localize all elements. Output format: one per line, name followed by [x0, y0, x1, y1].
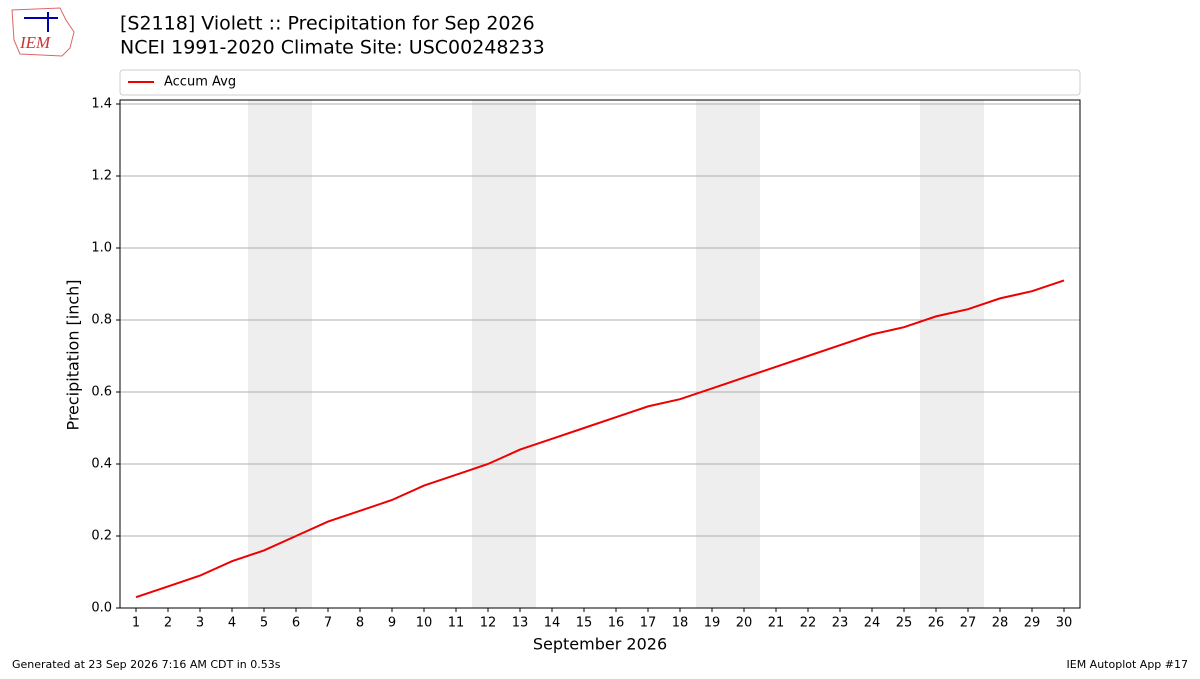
x-tick-label: 2 — [164, 616, 172, 631]
x-axis-label: September 2026 — [533, 635, 667, 654]
x-tick-label: 20 — [736, 616, 753, 631]
x-tick-label: 24 — [864, 616, 881, 631]
x-tick-label: 21 — [768, 616, 785, 631]
x-tick-label: 5 — [260, 616, 268, 631]
x-tick-label: 13 — [512, 616, 529, 631]
y-tick-label: 0.2 — [91, 529, 112, 544]
x-tick-label: 10 — [416, 616, 433, 631]
y-tick-label: 1.4 — [91, 97, 112, 112]
x-tick-label: 16 — [608, 616, 625, 631]
weekend-shade — [696, 100, 728, 608]
x-tick-label: 11 — [448, 616, 465, 631]
y-tick-label: 0.6 — [91, 385, 112, 400]
y-axis-label: Precipitation [inch] — [64, 279, 83, 430]
x-tick-label: 15 — [576, 616, 593, 631]
x-tick-label: 25 — [896, 616, 913, 631]
y-tick-label: 1.0 — [91, 241, 112, 256]
x-tick-label: 12 — [480, 616, 497, 631]
logo-outline — [11, 7, 75, 57]
weekend-shade — [280, 100, 312, 608]
x-tick-label: 26 — [928, 616, 945, 631]
chart-subtitle: NCEI 1991-2020 Climate Site: USC00248233 — [120, 37, 545, 59]
x-tick-label: 1 — [132, 616, 140, 631]
x-tick-label: 3 — [196, 616, 204, 631]
weekend-shade — [504, 100, 536, 608]
x-tick-label: 18 — [672, 616, 689, 631]
weekend-shade — [728, 100, 760, 608]
footer-left: Generated at 23 Sep 2026 7:16 AM CDT in … — [12, 658, 281, 671]
y-tick-label: 0.4 — [91, 457, 112, 472]
x-tick-label: 9 — [388, 616, 396, 631]
x-tick-label: 22 — [800, 616, 817, 631]
plot-frame — [119, 99, 1081, 609]
logo-text: IEM — [19, 33, 51, 52]
x-tick-label: 14 — [544, 616, 561, 631]
chart-title: [S2118] Violett :: Precipitation for Sep… — [120, 13, 535, 35]
x-tick-label: 29 — [1024, 616, 1041, 631]
logo: IEM — [11, 7, 75, 57]
x-tick-label: 6 — [292, 616, 300, 631]
y-tick-label: 0.8 — [91, 313, 112, 328]
y-tick-label: 1.2 — [91, 169, 112, 184]
weekend-shade — [952, 100, 984, 608]
weekend-shade — [472, 100, 504, 608]
weekend-shade — [248, 100, 280, 608]
legend-label: Accum Avg — [164, 75, 236, 90]
legend-box — [119, 69, 1081, 96]
x-tick-label: 30 — [1056, 616, 1073, 631]
x-tick-label: 27 — [960, 616, 977, 631]
x-tick-label: 4 — [228, 616, 236, 631]
x-tick-label: 23 — [832, 616, 849, 631]
x-tick-label: 28 — [992, 616, 1009, 631]
footer-right: IEM Autoplot App #17 — [1067, 658, 1189, 671]
series-line — [135, 279, 1065, 599]
x-tick-label: 19 — [704, 616, 721, 631]
x-tick-label: 8 — [356, 616, 364, 631]
x-tick-label: 7 — [324, 616, 332, 631]
x-tick-label: 17 — [640, 616, 657, 631]
y-tick-label: 0.0 — [91, 601, 112, 616]
weekend-shade — [920, 100, 952, 608]
